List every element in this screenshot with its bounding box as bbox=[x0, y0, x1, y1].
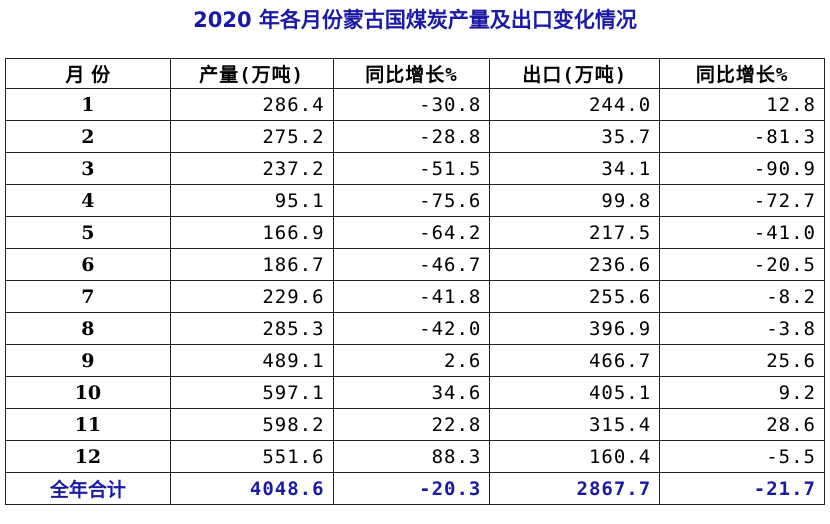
table-cell: 8 bbox=[5, 312, 171, 345]
table-cell: 285.3 bbox=[169, 312, 334, 345]
table-cell: 237.2 bbox=[169, 152, 334, 185]
table-cell: 11 bbox=[5, 408, 171, 441]
table-cell: 2.6 bbox=[332, 344, 491, 377]
table-row: 3 237.2 -51.5 34.1 -90.9 bbox=[5, 152, 825, 185]
table-cell: -41.0 bbox=[659, 216, 825, 249]
table-cell: 22.8 bbox=[332, 408, 491, 441]
data-table: 月 份产量(万吨) 同比增长% 出口(万吨) 同比增长% 1 286.4 -30.8 244.… bbox=[5, 58, 825, 505]
table-row: 9 489.1 2.6 466.7 25.6 bbox=[5, 344, 825, 377]
table-cell: 396.9 bbox=[489, 312, 661, 345]
title: 2020 年各月份蒙古国煤炭产量及出口变化情况 bbox=[193, 8, 637, 32]
table-cell: 34.1 bbox=[489, 152, 661, 185]
table-cell: 34.6 bbox=[332, 376, 491, 409]
table-cell: 12.8 bbox=[659, 88, 825, 121]
table-cell: 597.1 bbox=[169, 376, 334, 409]
table-cell: 同比增长% bbox=[659, 58, 825, 89]
table-cell: -8.2 bbox=[659, 280, 825, 313]
table-cell: 同比增长% bbox=[332, 58, 491, 89]
table-cell: -64.2 bbox=[332, 216, 491, 249]
table-cell: -75.6 bbox=[332, 184, 491, 217]
table-cell: 244.0 bbox=[489, 88, 661, 121]
table-cell: 217.5 bbox=[489, 216, 661, 249]
table-cell: -90.9 bbox=[659, 152, 825, 185]
table-row: 8 285.3 -42.0 396.9 -3.8 bbox=[5, 312, 825, 345]
table-cell: 236.6 bbox=[489, 248, 661, 281]
table-row: 1 286.4 -30.8 244.0 12.8 bbox=[5, 88, 825, 121]
table-cell: 4048.6 bbox=[169, 472, 334, 505]
table-cell: 产量(万吨) bbox=[169, 58, 334, 89]
table-row: 全年合计 4048.6 -20.3 2867.7 -21.7 bbox=[5, 472, 825, 505]
table-cell: -41.8 bbox=[332, 280, 491, 313]
table-cell: 全年合计 bbox=[5, 472, 171, 505]
table-body: 月 份产量(万吨) 同比增长% 出口(万吨) 同比增长% 1 286.4 -30.8 244.… bbox=[5, 58, 825, 505]
table-cell: 466.7 bbox=[489, 344, 661, 377]
table-cell: 88.3 bbox=[332, 440, 491, 473]
table-cell: 551.6 bbox=[169, 440, 334, 473]
table-cell: 4 bbox=[5, 184, 171, 217]
table-cell: -51.5 bbox=[332, 152, 491, 185]
table-cell: -72.7 bbox=[659, 184, 825, 217]
table-row: 月 份产量(万吨) 同比增长% 出口(万吨) 同比增长% bbox=[5, 58, 825, 89]
table-cell: 9.2 bbox=[659, 376, 825, 409]
table-cell: 7 bbox=[5, 280, 171, 313]
table-cell: 出口(万吨) bbox=[489, 58, 661, 89]
table-cell: 186.7 bbox=[169, 248, 334, 281]
table-cell: 6 bbox=[5, 248, 171, 281]
table-cell: 275.2 bbox=[169, 120, 334, 153]
table-cell: 9 bbox=[5, 344, 171, 377]
table-row: 7 229.6 -41.8 255.6 -8.2 bbox=[5, 280, 825, 313]
table-cell: 405.1 bbox=[489, 376, 661, 409]
table-row: 10 597.1 34.6 405.1 9.2 bbox=[5, 376, 825, 409]
table-cell: -30.8 bbox=[332, 88, 491, 121]
table-cell: 315.4 bbox=[489, 408, 661, 441]
table-cell: 160.4 bbox=[489, 440, 661, 473]
table-cell: -42.0 bbox=[332, 312, 491, 345]
table-cell: 95.1 bbox=[169, 184, 334, 217]
table-cell: 12 bbox=[5, 440, 171, 473]
table-cell: 489.1 bbox=[169, 344, 334, 377]
table-cell: -3.8 bbox=[659, 312, 825, 345]
table-cell: 35.7 bbox=[489, 120, 661, 153]
table-cell: 598.2 bbox=[169, 408, 334, 441]
table-row: 2 275.2 -28.8 35.7 -81.3 bbox=[5, 120, 825, 153]
table-cell: -20.5 bbox=[659, 248, 825, 281]
table-cell: 229.6 bbox=[169, 280, 334, 313]
table-cell: 2 bbox=[5, 120, 171, 153]
table-row: 12 551.6 88.3 160.4 -5.5 bbox=[5, 440, 825, 473]
table-cell: 月 份 bbox=[5, 58, 171, 89]
table-cell: 255.6 bbox=[489, 280, 661, 313]
table-cell: 286.4 bbox=[169, 88, 334, 121]
table-row: 11 598.2 22.8 315.4 28.6 bbox=[5, 408, 825, 441]
table-cell: 5 bbox=[5, 216, 171, 249]
table-row: 6 186.7 -46.7 236.6 -20.5 bbox=[5, 248, 825, 281]
table-cell: -5.5 bbox=[659, 440, 825, 473]
table-cell: 10 bbox=[5, 376, 171, 409]
table-cell: 25.6 bbox=[659, 344, 825, 377]
table-cell: 99.8 bbox=[489, 184, 661, 217]
table-cell: 1 bbox=[5, 88, 171, 121]
table-cell: 3 bbox=[5, 152, 171, 185]
table-cell: 2867.7 bbox=[489, 472, 661, 505]
table-cell: -21.7 bbox=[659, 472, 825, 505]
table-cell: 166.9 bbox=[169, 216, 334, 249]
table-cell: 28.6 bbox=[659, 408, 825, 441]
table-cell: -20.3 bbox=[332, 472, 491, 505]
table-cell: -81.3 bbox=[659, 120, 825, 153]
table-row: 5 166.9 -64.2 217.5 -41.0 bbox=[5, 216, 825, 249]
table-cell: -28.8 bbox=[332, 120, 491, 153]
table-row: 4 95.1 -75.6 99.8 -72.7 bbox=[5, 184, 825, 217]
table-cell: -46.7 bbox=[332, 248, 491, 281]
